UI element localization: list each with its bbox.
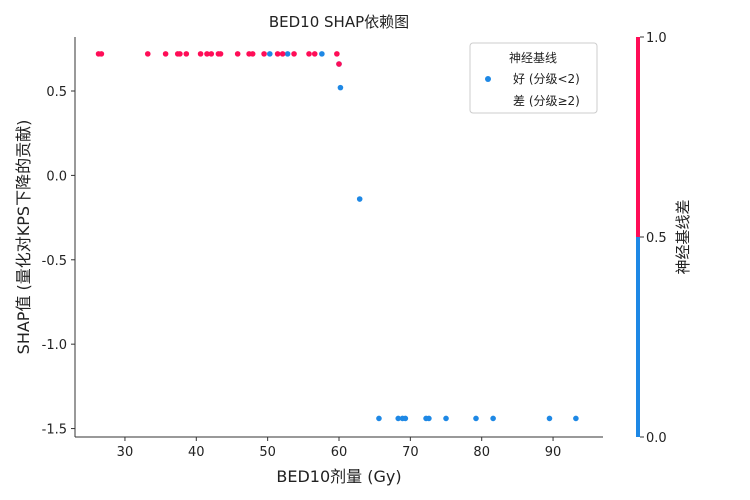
data-point-poor	[274, 51, 281, 57]
x-tick-label: 30	[117, 445, 134, 460]
legend: 神经基线 好 (分级<2) 差 (分级≥2)	[469, 42, 598, 114]
data-point-poor	[291, 51, 297, 57]
data-point-poor	[279, 51, 286, 57]
x-tick-label: 40	[188, 445, 205, 460]
x-tick-label: 70	[402, 445, 419, 460]
colorbar-tick-label-top: 1.0	[646, 31, 667, 46]
legend-entry-good: 好 (分级<2)	[513, 72, 580, 86]
data-point-good	[337, 84, 344, 91]
data-point-good	[426, 415, 432, 422]
x-tick-label: 80	[473, 445, 490, 460]
data-point-poor	[204, 51, 210, 57]
colorbar-tick-label-mid: 0.5	[646, 231, 667, 246]
data-point-good	[573, 415, 579, 422]
data-point-poor	[197, 51, 204, 57]
data-point-good	[319, 51, 325, 57]
data-point-poor	[336, 61, 342, 67]
colorbar-bar	[636, 37, 640, 437]
colorbar: 1.0 0.5 0.0 神经基线差	[636, 31, 692, 446]
scatter-points	[95, 51, 579, 422]
data-point-poor	[98, 51, 105, 57]
data-point-poor	[177, 51, 183, 57]
y-tick-label: -1.5	[42, 423, 67, 438]
data-point-poor	[234, 51, 241, 57]
data-point-good	[284, 51, 291, 57]
x-tick-label: 60	[331, 445, 348, 460]
legend-title: 神经基线	[509, 51, 557, 65]
data-point-poor	[144, 51, 151, 57]
data-point-good	[473, 415, 479, 422]
x-tick-label: 90	[545, 445, 562, 460]
data-point-poor	[208, 51, 215, 57]
data-point-poor	[334, 51, 340, 57]
legend-box	[469, 42, 598, 114]
data-point-good	[266, 51, 273, 57]
y-tick-label: -0.5	[42, 254, 67, 269]
data-point-poor	[306, 51, 312, 57]
data-point-poor	[217, 51, 224, 57]
data-point-poor	[249, 51, 256, 57]
data-point-good	[395, 415, 402, 422]
colorbar-label: 神经基线差	[674, 199, 692, 274]
data-point-poor	[311, 51, 318, 57]
data-point-good	[490, 415, 496, 422]
chart-title: BED10 SHAP依赖图	[269, 13, 409, 31]
y-tick-label: 0.5	[46, 85, 67, 100]
y-axis-label: SHAP值 (量化对KPS下降的贡献)	[14, 120, 33, 355]
data-point-good	[443, 415, 449, 422]
data-point-good	[376, 415, 382, 422]
data-point-good	[356, 196, 363, 202]
data-point-good	[402, 415, 409, 422]
x-axis-label: BED10剂量 (Gy)	[276, 467, 401, 486]
data-point-poor	[183, 51, 190, 57]
data-point-poor	[261, 51, 267, 57]
colorbar-tick-label-bottom: 0.0	[646, 431, 667, 446]
y-axis-ticks: -1.5 -1.0 -0.5 0.0 0.5	[42, 85, 75, 438]
legend-marker-good	[485, 76, 491, 82]
legend-entry-poor: 差 (分级≥2)	[513, 94, 580, 108]
data-point-poor	[162, 51, 169, 57]
x-tick-label: 50	[259, 445, 276, 460]
data-point-good	[546, 415, 553, 422]
y-tick-label: -1.0	[42, 338, 67, 353]
y-tick-label: 0.0	[46, 169, 67, 184]
x-axis-ticks: 30 40 50 60 70 80 90	[117, 437, 562, 460]
